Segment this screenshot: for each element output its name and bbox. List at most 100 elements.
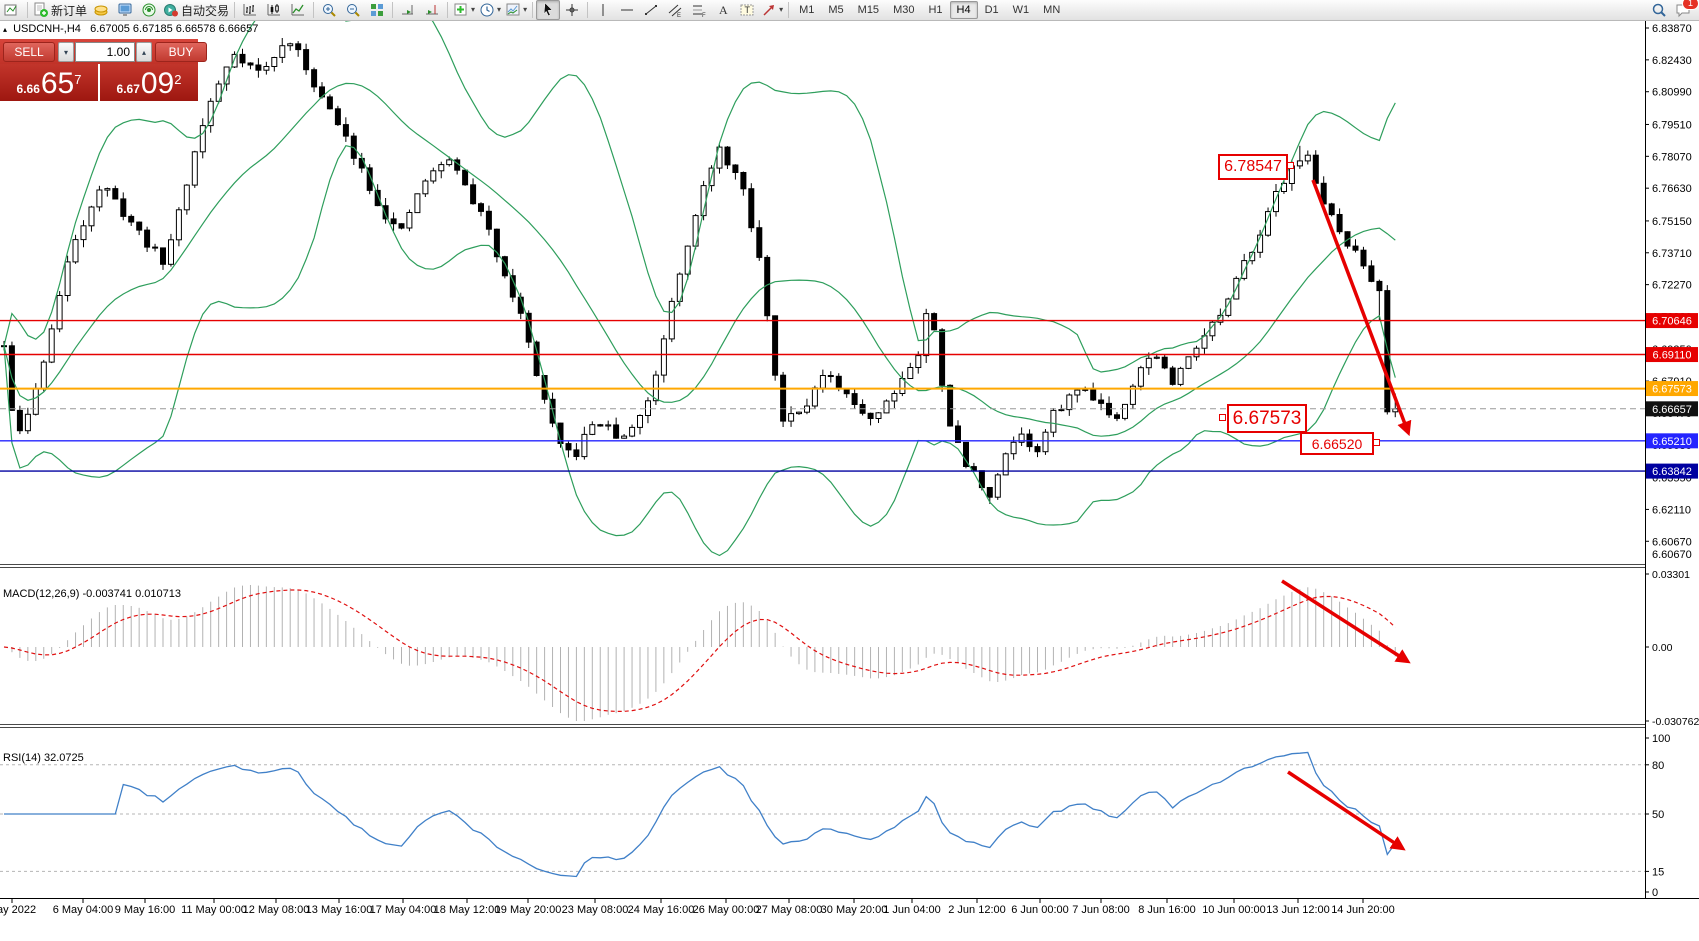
sell-price[interactable]: 6.66 65 7 [0,64,98,101]
text-icon: A [715,2,731,18]
volume-decrease-button[interactable]: ▾ [58,42,74,62]
chart-canvas[interactable]: 6.83870 6.82430 6.80990 6.79510 6.78070 6.766… [0,0,1699,921]
time-tick-label: 9 May 16:00 [115,904,176,916]
trend-arrow-main[interactable] [1311,179,1412,437]
notification-badge: 1 [1682,0,1699,10]
macd-panel[interactable] [3,585,1396,721]
toolbar-zoom-in-button[interactable] [317,0,341,20]
timeframe-m15-button[interactable]: M15 [857,4,880,16]
volume-increase-button[interactable]: ▴ [136,42,152,62]
chat-button[interactable]: 1 [1671,0,1699,20]
zoom-out-icon [345,2,361,18]
templates-icon [505,2,521,18]
toolbar-chart-shift-button[interactable] [420,0,444,20]
sell-button[interactable]: SELL [3,42,55,62]
price-axis[interactable]: 6.83870 6.82430 6.80990 6.79510 6.78070 6.766… [1645,0,1699,921]
timeframe-m30-button[interactable]: M30 [893,4,915,16]
annotation-handle[interactable] [1373,438,1380,446]
toolbar-zoom-out-button[interactable] [341,0,365,20]
axis-tick-label: 6.73710 [1652,248,1692,260]
toolbar-crosshair-button[interactable] [560,0,584,20]
price-annotation[interactable]: 6.66520 [1300,432,1374,455]
toolbar-horizontal-line-button[interactable] [615,0,639,20]
toolbar-chart-file-button[interactable] [0,0,24,20]
toolbar-candles-chart-button[interactable] [262,0,286,20]
toolbar-cursor-button[interactable] [536,0,561,20]
line-chart-icon [290,2,306,18]
trend-arrow-rsi[interactable] [1287,770,1406,851]
toolbar-bars-chart-button[interactable] [238,0,262,20]
time-tick-label: 23 May 08:00 [562,904,629,916]
periods-icon [479,2,495,18]
price-badge [1646,381,1698,397]
toolbar-equidistant-channel-button[interactable]: E [663,0,687,20]
axis-tick-label: 6.79510 [1652,119,1692,131]
timeframe-h1-button[interactable]: H1 [928,4,943,16]
axis-tick-label: 6.60670 [1652,549,1692,561]
timeframe-m5-button[interactable]: M5 [828,4,844,16]
toolbar-arrows-button[interactable]: ▾ [759,0,785,20]
toolbar-separator [788,2,790,18]
price-badge [1646,313,1698,329]
equidistant-channel-icon: E [667,2,683,18]
toolbar-templates-button[interactable]: ▾ [503,0,529,20]
time-tick-label: 1 Jun 04:00 [883,904,941,916]
toolbar-autotrade-button[interactable]: 自动交易 [161,0,231,20]
price-badge [1646,433,1698,449]
new-order-icon [33,2,49,18]
text-label-icon: T [739,2,755,18]
arrows-icon [761,2,777,18]
price-badge [1646,347,1698,363]
toolbar-tile-windows-button[interactable] [365,0,389,20]
time-tick-label: 27 May 08:00 [756,904,823,916]
toolbar-text-label-button[interactable]: T [735,0,759,20]
annotation-handle[interactable] [1287,162,1294,169]
toolbar-vertical-line-button[interactable] [591,0,615,20]
main-chart-panel[interactable] [0,0,1645,557]
annotation-handle[interactable] [1219,413,1226,421]
toolbar-trendline-button[interactable] [639,0,663,20]
toolbar-separator [532,2,534,18]
timeframe-w1-button[interactable]: W1 [1012,4,1030,16]
toolbar-separator [313,2,315,18]
time-tick-label: 2 Jun 12:00 [948,904,1006,916]
time-tick-label: 13 Jun 12:00 [1266,904,1330,916]
price-annotation[interactable]: 6.67573 [1227,404,1307,433]
buy-button[interactable]: BUY [155,42,207,62]
toolbar-terminal-button[interactable] [113,0,137,20]
toolbar-periods-button[interactable]: ▾ [477,0,503,20]
toolbar-fibonacci-button[interactable]: F [687,0,711,20]
chart-file-icon [4,2,20,18]
timeframe-m1-button[interactable]: M1 [799,4,815,16]
caret-down-icon: ▾ [63,47,68,57]
buy-price[interactable]: 6.67 09 2 [100,64,198,101]
toolbar-separator [587,2,589,18]
axis-tick-label: 0.00 [1652,642,1673,654]
timeframe-d1-button[interactable]: D1 [984,4,999,16]
candles-chart-icon [266,2,282,18]
axis-tick-label: 15 [1652,866,1664,878]
trend-arrow-macd[interactable] [1281,579,1411,664]
toolbar-text-button[interactable]: A [711,0,735,20]
toolbar-fund-button[interactable] [89,0,113,20]
search-button[interactable] [1647,0,1671,20]
time-axis[interactable]: May 2022 6 May 04:009 May 16:00 11 May 00:… [0,898,1699,921]
toolbar-line-chart-button[interactable] [286,0,310,20]
toolbar-button-label: 自动交易 [181,3,230,18]
time-tick-label: 17 May 04:00 [370,904,437,916]
price-annotation[interactable]: 6.78547 [1218,154,1288,180]
main-toolbar: 新订单 自动交易 ▾ ▾ ▾ E F A T ▾ M1 M5 M15 M30 H1 H4 D1 W1 MN 1 [0,0,1699,21]
price-badge [1646,401,1698,417]
rsi-panel[interactable] [0,751,1645,878]
time-tick-label: 30 May 20:00 [821,904,888,916]
time-tick-label: 14 Jun 20:00 [1331,904,1395,916]
toolbar-new-order-button[interactable]: 新订单 [31,0,89,20]
timeframe-mn-button[interactable]: MN [1043,4,1061,16]
toolbar-auto-scroll-button[interactable] [396,0,420,20]
toolbar-indicators-button[interactable]: ▾ [451,0,477,20]
axis-tick-label: 6.62110 [1652,504,1691,516]
volume-input[interactable] [75,42,135,62]
toolbar-signals-button[interactable] [137,0,161,20]
timeframe-h4-button[interactable]: H4 [949,1,978,19]
